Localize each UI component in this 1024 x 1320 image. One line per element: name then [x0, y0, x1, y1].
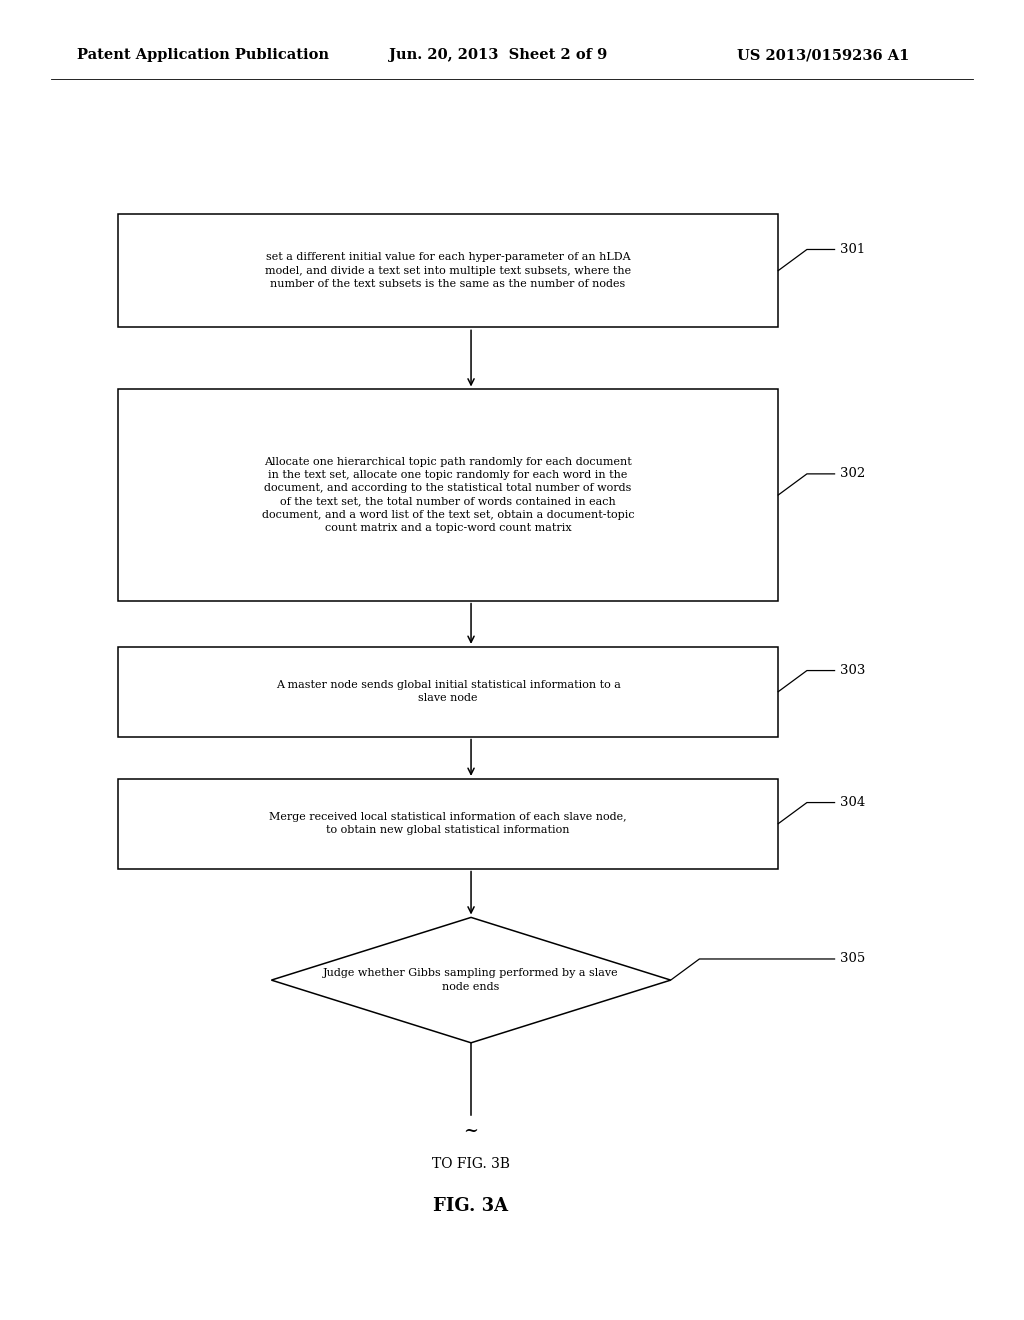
Text: Patent Application Publication: Patent Application Publication — [77, 49, 329, 62]
Text: ~: ~ — [464, 1122, 478, 1140]
Text: A master node sends global initial statistical information to a
slave node: A master node sends global initial stati… — [275, 680, 621, 704]
Text: 303: 303 — [840, 664, 865, 677]
FancyBboxPatch shape — [118, 779, 778, 869]
Text: Allocate one hierarchical topic path randomly for each document
in the text set,: Allocate one hierarchical topic path ran… — [262, 457, 634, 533]
Text: Merge received local statistical information of each slave node,
to obtain new g: Merge received local statistical informa… — [269, 812, 627, 836]
Text: set a different initial value for each hyper-parameter of an hLDA
model, and div: set a different initial value for each h… — [265, 252, 631, 289]
FancyBboxPatch shape — [118, 214, 778, 327]
Text: Jun. 20, 2013  Sheet 2 of 9: Jun. 20, 2013 Sheet 2 of 9 — [389, 49, 607, 62]
Text: FIG. 3A: FIG. 3A — [433, 1197, 509, 1216]
FancyBboxPatch shape — [118, 647, 778, 737]
Text: 302: 302 — [840, 467, 865, 480]
Text: 304: 304 — [840, 796, 865, 809]
FancyBboxPatch shape — [118, 389, 778, 601]
Text: 301: 301 — [840, 243, 865, 256]
Text: 305: 305 — [840, 953, 865, 965]
Text: Judge whether Gibbs sampling performed by a slave
node ends: Judge whether Gibbs sampling performed b… — [324, 969, 618, 991]
Text: TO FIG. 3B: TO FIG. 3B — [432, 1158, 510, 1171]
Polygon shape — [271, 917, 671, 1043]
Text: US 2013/0159236 A1: US 2013/0159236 A1 — [737, 49, 909, 62]
